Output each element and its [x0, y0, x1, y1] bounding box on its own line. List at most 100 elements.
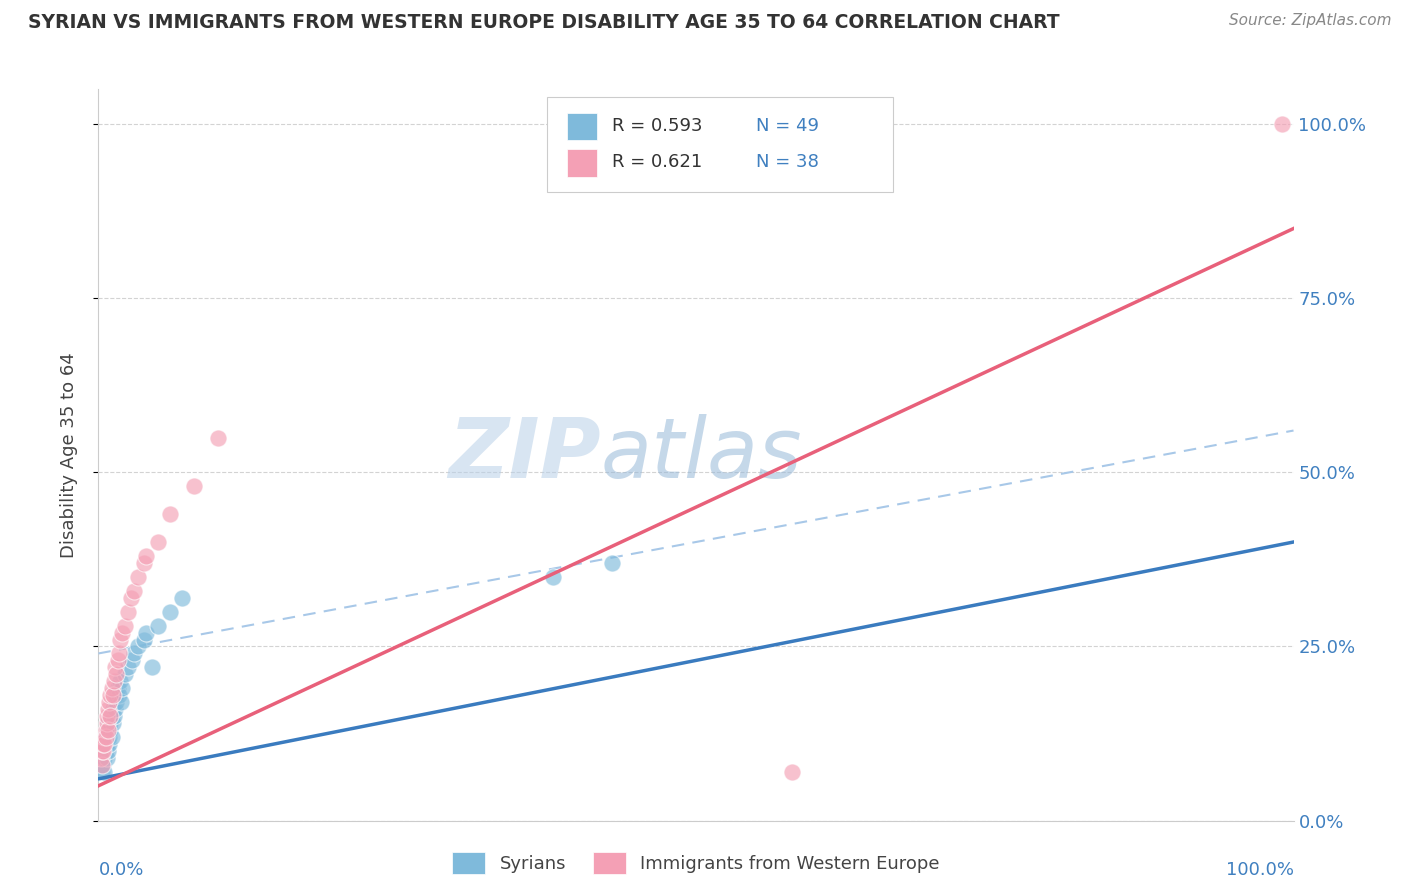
Point: [101, 688, 124, 702]
Point: [541, 570, 564, 584]
Point: [111, 625, 134, 640]
Point: [124, 647, 146, 661]
Point: [96, 716, 118, 731]
Point: [93, 764, 115, 779]
Point: [602, 556, 624, 570]
Point: [107, 647, 129, 661]
Text: SYRIAN VS IMMIGRANTS FROM WESTERN EUROPE DISABILITY AGE 35 TO 64 CORRELATION CHA: SYRIAN VS IMMIGRANTS FROM WESTERN EUROPE…: [28, 13, 1060, 32]
Point: [94, 730, 117, 744]
Point: [108, 632, 131, 647]
Point: [91, 744, 114, 758]
Point: [96, 751, 118, 765]
Point: [127, 640, 149, 654]
Text: R = 0.621: R = 0.621: [613, 153, 703, 171]
Y-axis label: Disability Age 35 to 64: Disability Age 35 to 64: [59, 352, 77, 558]
FancyBboxPatch shape: [547, 96, 893, 192]
Point: [91, 744, 114, 758]
Point: [91, 744, 114, 758]
Point: [114, 667, 136, 681]
Point: [98, 688, 122, 702]
Point: [103, 709, 125, 723]
Point: [135, 549, 157, 563]
Bar: [567, 112, 596, 140]
Point: [121, 653, 143, 667]
Point: [100, 681, 122, 696]
Point: [148, 618, 170, 632]
Point: [141, 660, 163, 674]
Point: [107, 653, 129, 667]
Text: 0.0%: 0.0%: [98, 861, 143, 879]
Point: [98, 695, 121, 709]
Text: 100.0%: 100.0%: [1226, 861, 1294, 879]
Bar: [567, 149, 596, 177]
Point: [100, 709, 122, 723]
Point: [124, 583, 146, 598]
Point: [94, 730, 117, 744]
Point: [91, 758, 114, 772]
Point: [105, 688, 128, 702]
Point: [183, 479, 205, 493]
Point: [93, 737, 115, 751]
Point: [108, 674, 131, 689]
Text: Source: ZipAtlas.com: Source: ZipAtlas.com: [1229, 13, 1392, 29]
Point: [780, 764, 803, 779]
Point: [117, 660, 139, 674]
Point: [105, 695, 128, 709]
Text: N = 49: N = 49: [756, 117, 818, 135]
Point: [135, 625, 157, 640]
Point: [93, 744, 115, 758]
Point: [101, 702, 124, 716]
Point: [103, 674, 125, 689]
Point: [111, 681, 134, 696]
Point: [207, 430, 229, 444]
Point: [107, 688, 129, 702]
Point: [98, 709, 122, 723]
Point: [96, 723, 118, 737]
Point: [94, 723, 117, 737]
Point: [93, 730, 115, 744]
Point: [96, 709, 118, 723]
Point: [132, 632, 155, 647]
Point: [100, 730, 122, 744]
Point: [98, 730, 121, 744]
Point: [120, 591, 142, 605]
Text: ZIP: ZIP: [447, 415, 600, 495]
Point: [114, 618, 136, 632]
Legend: Syrians, Immigrants from Western Europe: Syrians, Immigrants from Western Europe: [446, 845, 946, 881]
Point: [127, 570, 149, 584]
Point: [98, 716, 122, 731]
Point: [97, 702, 120, 716]
Text: R = 0.593: R = 0.593: [613, 117, 703, 135]
Point: [117, 605, 139, 619]
Point: [148, 535, 170, 549]
Point: [132, 556, 155, 570]
Point: [104, 702, 127, 716]
Text: N = 38: N = 38: [756, 153, 818, 171]
Text: atlas: atlas: [600, 415, 801, 495]
Point: [94, 744, 117, 758]
Point: [91, 764, 114, 779]
Point: [104, 660, 127, 674]
Point: [98, 737, 121, 751]
Point: [101, 716, 124, 731]
Point: [98, 723, 122, 737]
Point: [90, 751, 112, 765]
Point: [105, 667, 128, 681]
Point: [159, 507, 181, 521]
Point: [91, 737, 114, 751]
Point: [96, 737, 118, 751]
Point: [1271, 117, 1294, 131]
Point: [159, 605, 181, 619]
Point: [90, 758, 112, 772]
Point: [93, 737, 115, 751]
Point: [93, 751, 115, 765]
Point: [97, 716, 120, 731]
Point: [91, 737, 114, 751]
Point: [97, 723, 120, 737]
Point: [107, 681, 129, 696]
Point: [91, 758, 114, 772]
Point: [94, 737, 117, 751]
Point: [172, 591, 194, 605]
Point: [97, 744, 120, 758]
Point: [91, 751, 114, 765]
